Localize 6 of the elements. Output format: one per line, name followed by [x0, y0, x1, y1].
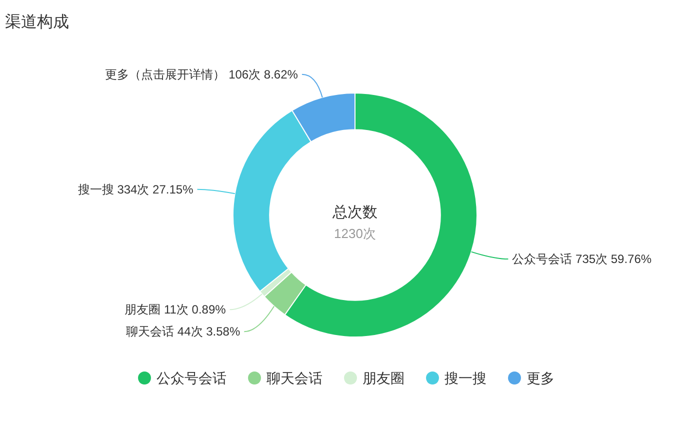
legend-label: 朋友圈: [362, 370, 404, 386]
title: 渠道构成: [5, 14, 69, 31]
legend-label: 搜一搜: [444, 370, 486, 386]
legend-label: 更多: [526, 370, 554, 386]
legend-label: 聊天会话: [266, 370, 322, 386]
legend-label: 公众号会话: [156, 370, 226, 386]
